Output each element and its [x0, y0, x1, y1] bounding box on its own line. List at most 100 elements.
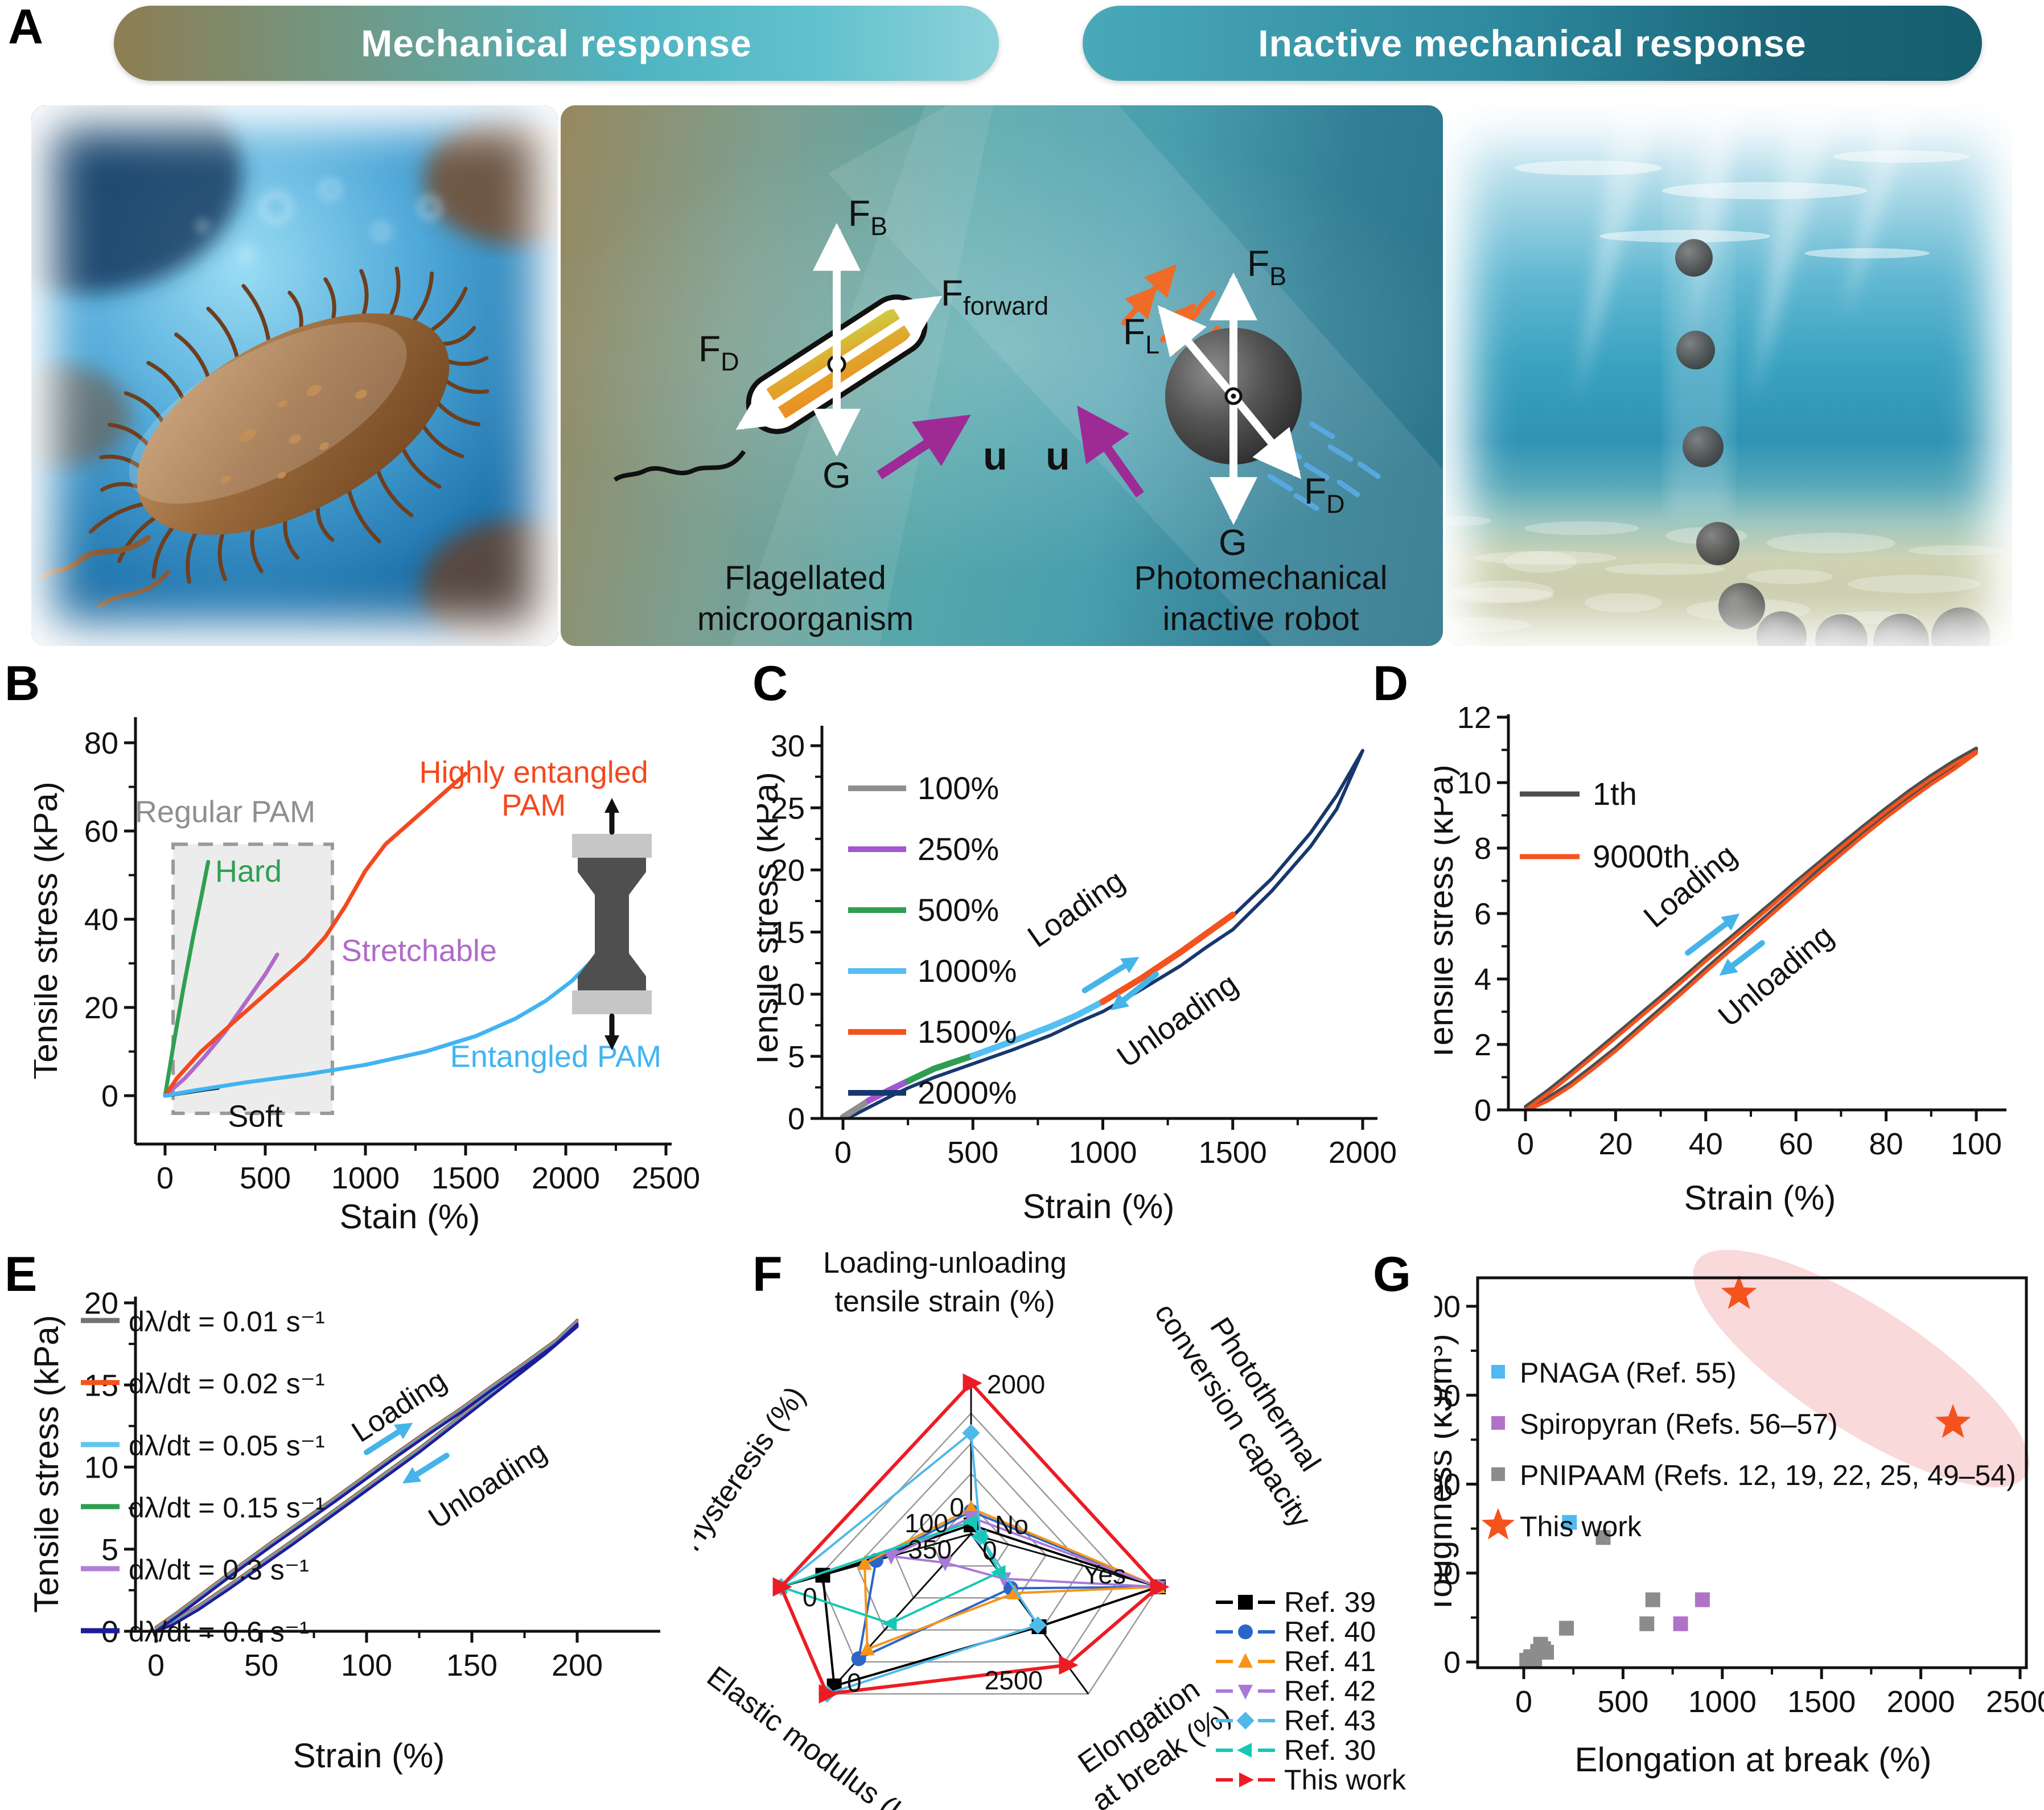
svg-text:Tensile stress (kPa): Tensile stress (kPa) — [34, 781, 64, 1079]
svg-text:500: 500 — [947, 1136, 998, 1170]
svg-text:1500%: 1500% — [918, 1014, 1017, 1050]
svg-text:1500: 1500 — [431, 1161, 500, 1195]
svg-text:80: 80 — [1869, 1127, 1903, 1161]
svg-text:100: 100 — [1434, 1557, 1461, 1591]
robot-caption-1: Photomechanical — [1134, 560, 1388, 597]
panel-label-b: B — [5, 656, 40, 711]
svg-text:500%: 500% — [918, 892, 999, 928]
svg-text:PNAGA (Ref. 55): PNAGA (Ref. 55) — [1520, 1357, 1737, 1389]
svg-text:10: 10 — [84, 1451, 118, 1485]
svg-text:500: 500 — [1597, 1685, 1648, 1719]
svg-text:1th: 1th — [1593, 776, 1637, 812]
svg-text:9000th: 9000th — [1593, 838, 1690, 874]
svg-text:Loading: Loading — [1022, 863, 1131, 954]
svg-text:0: 0 — [803, 1582, 817, 1612]
svg-text:25: 25 — [771, 791, 805, 825]
header-left-text: Mechanical response — [361, 22, 752, 64]
svg-text:1000: 1000 — [1688, 1685, 1757, 1719]
svg-text:20: 20 — [84, 991, 118, 1025]
svg-text:6: 6 — [1474, 897, 1491, 931]
svg-text:1500: 1500 — [1199, 1136, 1267, 1170]
svg-text:Tensile stress (kPa): Tensile stress (kPa) — [757, 772, 785, 1069]
svg-text:Stain (%): Stain (%) — [340, 1198, 480, 1236]
svg-text:150: 150 — [446, 1648, 497, 1683]
svg-text:dλ/dt = 0.3 s⁻¹: dλ/dt = 0.3 s⁻¹ — [129, 1554, 309, 1586]
svg-text:Elongation at break (%): Elongation at break (%) — [1574, 1741, 1931, 1779]
panel-label-f: F — [752, 1247, 783, 1302]
fb-label-robot: FB — [1247, 243, 1286, 291]
underwater-illustration — [1446, 105, 2012, 646]
svg-text:0: 0 — [949, 1492, 964, 1522]
svg-text:4: 4 — [1474, 962, 1491, 997]
svg-text:2500: 2500 — [632, 1161, 700, 1195]
flagellated-microorganism-diagram: FB Fforward FD G u Flagellated microorga… — [613, 193, 1048, 637]
svg-text:dλ/dt = 0.05 s⁻¹: dλ/dt = 0.05 s⁻¹ — [129, 1430, 325, 1462]
photomechanical-robot-diagram: FB FL FD G u Photomechanical inactive ro… — [1046, 243, 1387, 637]
svg-text:1500: 1500 — [1787, 1685, 1856, 1719]
force-diagrams: FB Fforward FD G u Flagellated microorga… — [613, 105, 1443, 646]
header-right-text: Inactive mechanical response — [1258, 22, 1807, 64]
svg-text:Tensile stress (kPa): Tensile stress (kPa) — [34, 1315, 65, 1612]
svg-text:2000: 2000 — [987, 1369, 1045, 1399]
svg-text:dλ/dt = 0.02 s⁻¹: dλ/dt = 0.02 s⁻¹ — [129, 1368, 325, 1400]
chart-g-toughness-scatter: 0 500 1000 1500 2000 2500 0 100 200 300 400 Elongat… — [1434, 1247, 2044, 1810]
svg-text:40: 40 — [84, 903, 118, 937]
svg-text:Strain (%): Strain (%) — [293, 1737, 445, 1775]
svg-text:Loading-unloading: Loading-unloading — [823, 1247, 1067, 1280]
svg-text:8: 8 — [1474, 832, 1491, 866]
svg-text:Strain (%): Strain (%) — [1023, 1187, 1175, 1225]
svg-text:5: 5 — [788, 1040, 805, 1074]
fl-label-robot: FL — [1123, 311, 1159, 359]
svg-text:500: 500 — [240, 1161, 291, 1195]
svg-text:This work: This work — [1284, 1764, 1406, 1796]
svg-text:PNIPAAM (Refs. 12, 19, 22, 25,: PNIPAAM (Refs. 12, 19, 22, 25, 49–54) — [1520, 1459, 2016, 1491]
u-label-robot: u — [1046, 434, 1070, 478]
chart-d-cycle-durability: 0 20 40 60 80 100 0 2 4 6 8 10 12 Strain (%) Tensile s… — [1434, 655, 2044, 1258]
svg-text:200: 200 — [552, 1648, 603, 1683]
svg-text:60: 60 — [84, 814, 118, 849]
chart-c-loading-unloading-strains: 0 500 1000 1500 2000 0 5 10 15 20 25 30 Strain (%) Te… — [757, 655, 1417, 1258]
panel-label-e: E — [5, 1247, 38, 1302]
svg-text:15: 15 — [771, 916, 805, 950]
svg-text:20: 20 — [84, 1286, 118, 1321]
svg-text:Unloading: Unloading — [423, 1435, 553, 1535]
svg-text:1000%: 1000% — [918, 953, 1017, 989]
velocity-arrow-right — [1077, 405, 1144, 497]
svg-text:100: 100 — [341, 1648, 392, 1683]
panel-label-g: G — [1373, 1247, 1411, 1302]
chart-d-canvas: 0 20 40 60 80 100 0 2 4 6 8 10 12 Strain (%) Tensile s… — [1434, 701, 2006, 1217]
chart-e-canvas: 05010015020005101520Strain (%)Tensile st… — [34, 1286, 660, 1775]
svg-text:Yes: Yes — [1083, 1560, 1126, 1589]
svg-text:Toughness (kJ/m³): Toughness (kJ/m³) — [1434, 1334, 1459, 1614]
svg-text:tensile strain (%): tensile strain (%) — [834, 1285, 1055, 1318]
svg-text:No: No — [995, 1510, 1029, 1540]
chart-f-canvas: 20000YesNo2500003500100Loading-unloading… — [694, 1247, 1406, 1810]
svg-text:20: 20 — [1598, 1127, 1632, 1161]
svg-text:This work: This work — [1520, 1511, 1642, 1542]
svg-text:100%: 100% — [918, 770, 999, 806]
svg-text:Entangled PAM: Entangled PAM — [450, 1040, 661, 1074]
svg-text:50: 50 — [244, 1648, 278, 1683]
chart-e-strain-rates: 05010015020005101520Strain (%)Tensile st… — [34, 1247, 717, 1810]
svg-text:12: 12 — [1457, 701, 1491, 735]
chart-b-canvas: 0 500 1000 1500 2000 2500 0 20 40 60 80 Stain (%) Te… — [34, 717, 700, 1236]
panel-label-c: C — [752, 656, 788, 711]
svg-text:Ref. 40: Ref. 40 — [1284, 1616, 1376, 1648]
chart-g-canvas: 0 500 1000 1500 2000 2500 0 100 200 300 400 Elongat… — [1434, 1249, 2044, 1779]
fb-label-organism: FB — [848, 193, 887, 241]
svg-text:Ref. 30: Ref. 30 — [1284, 1734, 1376, 1766]
svg-text:15: 15 — [84, 1368, 118, 1402]
svg-text:Ref. 39: Ref. 39 — [1284, 1586, 1376, 1618]
svg-text:2500: 2500 — [985, 1665, 1043, 1695]
svg-text:400: 400 — [1434, 1290, 1461, 1324]
chart-f-radar-comparison: 2000 0 Yes No 2500 0 0 350 0 100 Loading-unloading… — [694, 1247, 1434, 1810]
svg-text:0: 0 — [147, 1648, 164, 1683]
svg-text:2000: 2000 — [1329, 1136, 1397, 1170]
svg-text:250%: 250% — [918, 831, 999, 867]
svg-text:300: 300 — [1434, 1379, 1461, 1413]
svg-text:2: 2 — [1474, 1028, 1491, 1062]
svg-text:Tensile stress (kPa): Tensile stress (kPa) — [1434, 764, 1460, 1062]
svg-text:0: 0 — [982, 1536, 997, 1565]
header-inactive-mechanical-response: Inactive mechanical response — [1083, 6, 1982, 81]
robot-caption-2: inactive robot — [1163, 600, 1359, 637]
